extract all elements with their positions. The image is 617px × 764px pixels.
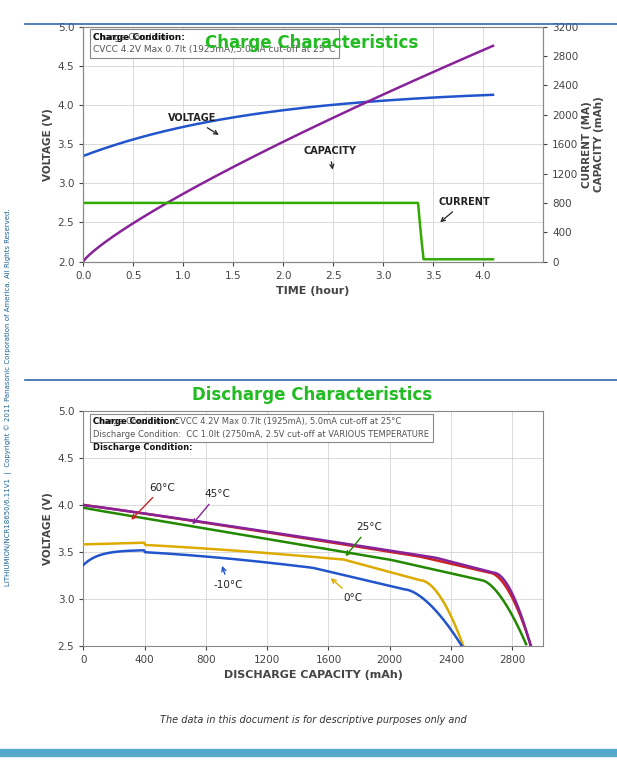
Text: CURRENT: CURRENT bbox=[438, 197, 490, 222]
Y-axis label: CURRENT (MA)
CAPACITY (mAh): CURRENT (MA) CAPACITY (mAh) bbox=[582, 96, 604, 192]
Text: Discharge Characteristics: Discharge Characteristics bbox=[191, 386, 432, 404]
Y-axis label: VOLTAGE (V): VOLTAGE (V) bbox=[43, 108, 54, 180]
Text: Charge Condition:  CVCC 4.2V Max 0.7It (1925mA), 5.0mA cut-off at 25°C
Discharge: Charge Condition: CVCC 4.2V Max 0.7It (1… bbox=[93, 417, 429, 439]
Text: Charge Condition:: Charge Condition: bbox=[93, 33, 185, 41]
X-axis label: DISCHARGE CAPACITY (mAh): DISCHARGE CAPACITY (mAh) bbox=[224, 671, 402, 681]
Text: 45°C: 45°C bbox=[193, 490, 230, 523]
Text: Discharge Condition:: Discharge Condition: bbox=[93, 443, 193, 452]
Text: Charge Characteristics: Charge Characteristics bbox=[205, 34, 418, 53]
Text: -10°C: -10°C bbox=[213, 568, 243, 590]
Text: Charge Condition:
CVCC 4.2V Max 0.7It (1925mA),5.0mA cut-off at 25°C: Charge Condition: CVCC 4.2V Max 0.7It (1… bbox=[93, 33, 336, 54]
Text: CAPACITY: CAPACITY bbox=[303, 147, 356, 168]
Y-axis label: VOLTAGE (V): VOLTAGE (V) bbox=[43, 492, 54, 565]
Text: The data in this document is for descriptive purposes only and: The data in this document is for descrip… bbox=[160, 715, 466, 725]
Text: 60°C: 60°C bbox=[132, 483, 175, 519]
Text: 25°C: 25°C bbox=[347, 523, 382, 555]
Text: Charge Condition:: Charge Condition: bbox=[93, 417, 179, 426]
Text: VOLTAGE: VOLTAGE bbox=[168, 114, 218, 134]
Text: 0°C: 0°C bbox=[332, 579, 363, 603]
Text: LITHIUMION/NCR18650/6.11V1  |  Copyright © 2011 Panasonic Corporation of America: LITHIUMION/NCR18650/6.11V1 | Copyright ©… bbox=[4, 209, 12, 586]
X-axis label: TIME (hour): TIME (hour) bbox=[276, 286, 350, 296]
